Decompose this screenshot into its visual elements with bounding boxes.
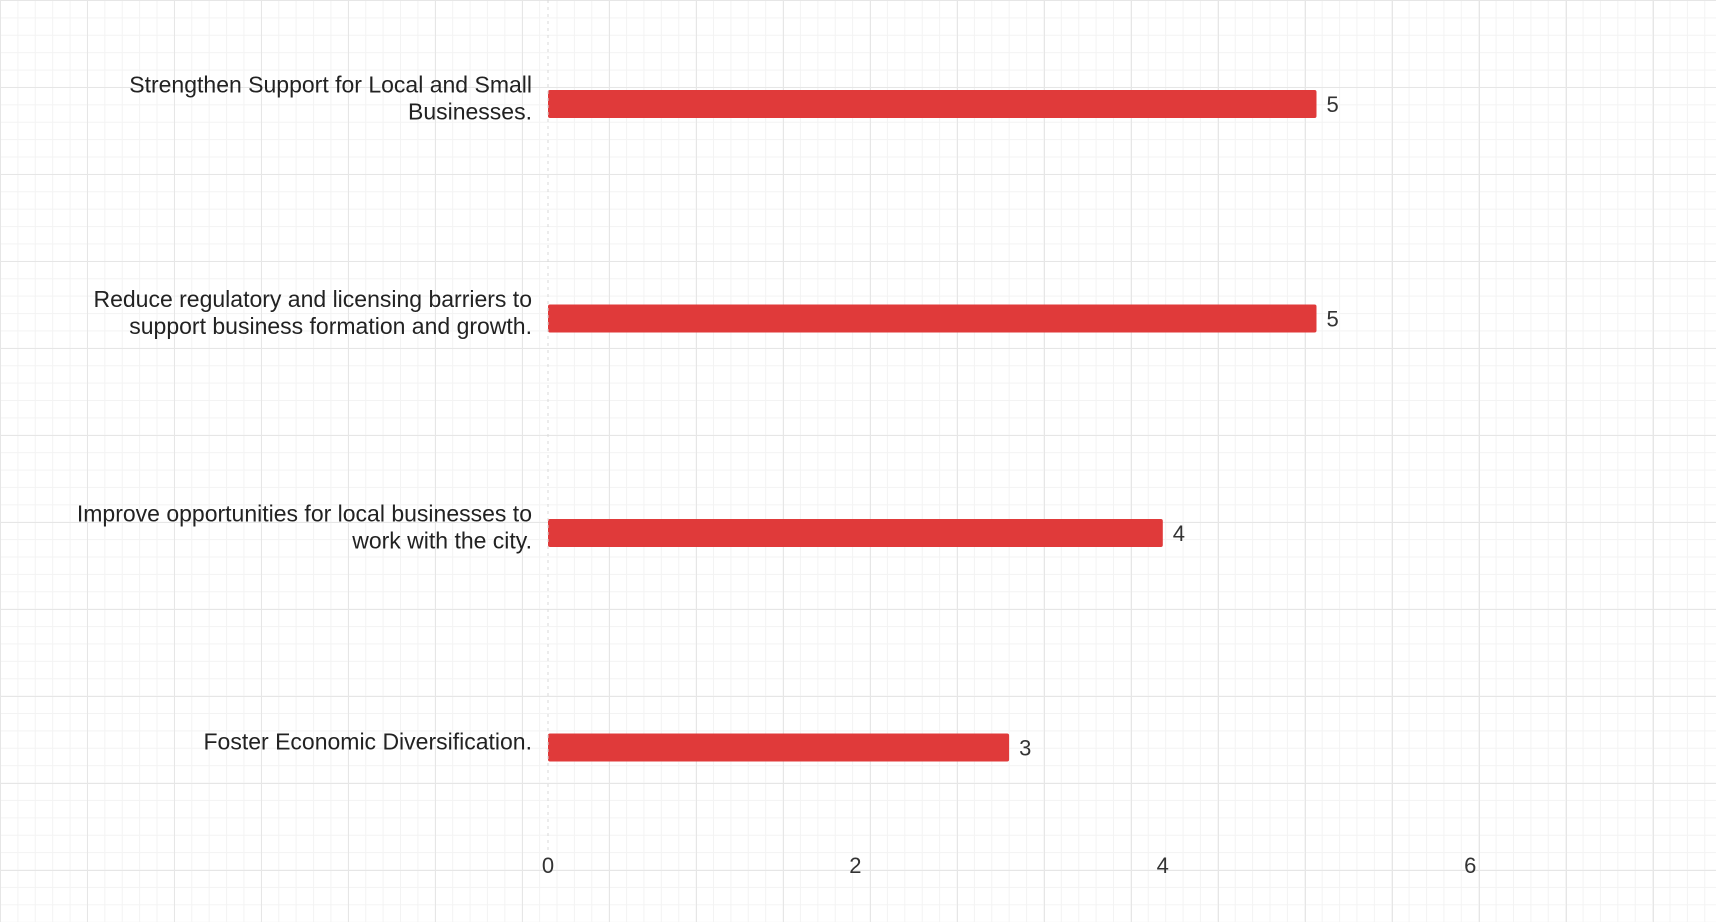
value-labels: 5 5 4 3	[1019, 92, 1339, 761]
category-label: Foster Economic Diversification.	[204, 729, 533, 755]
x-tick-label: 6	[1464, 853, 1476, 878]
category-label: work with the city.	[351, 528, 532, 554]
x-tick-label: 4	[1157, 853, 1169, 878]
x-axis: 0 2 4 6	[542, 0, 1476, 878]
category-labels: Strengthen Support for Local and SmallBu…	[77, 72, 532, 755]
bar-value-label: 4	[1173, 521, 1185, 546]
bar-value-label: 5	[1327, 307, 1339, 332]
bar	[548, 90, 1317, 118]
x-tick-label: 2	[849, 853, 861, 878]
category-label: Businesses.	[408, 99, 532, 125]
category-label: Improve opportunities for local business…	[77, 501, 532, 527]
category-label: Reduce regulatory and licensing barriers…	[93, 286, 532, 312]
x-tick-label: 0	[542, 853, 554, 878]
bar-value-label: 3	[1019, 736, 1031, 761]
category-label: support business formation and growth.	[129, 313, 532, 339]
bars-layer	[548, 90, 1317, 762]
bar-value-label: 5	[1327, 92, 1339, 117]
category-label: Strengthen Support for Local and Small	[129, 72, 532, 98]
bar	[548, 304, 1317, 333]
bar	[548, 733, 1010, 762]
bar	[548, 519, 1163, 547]
